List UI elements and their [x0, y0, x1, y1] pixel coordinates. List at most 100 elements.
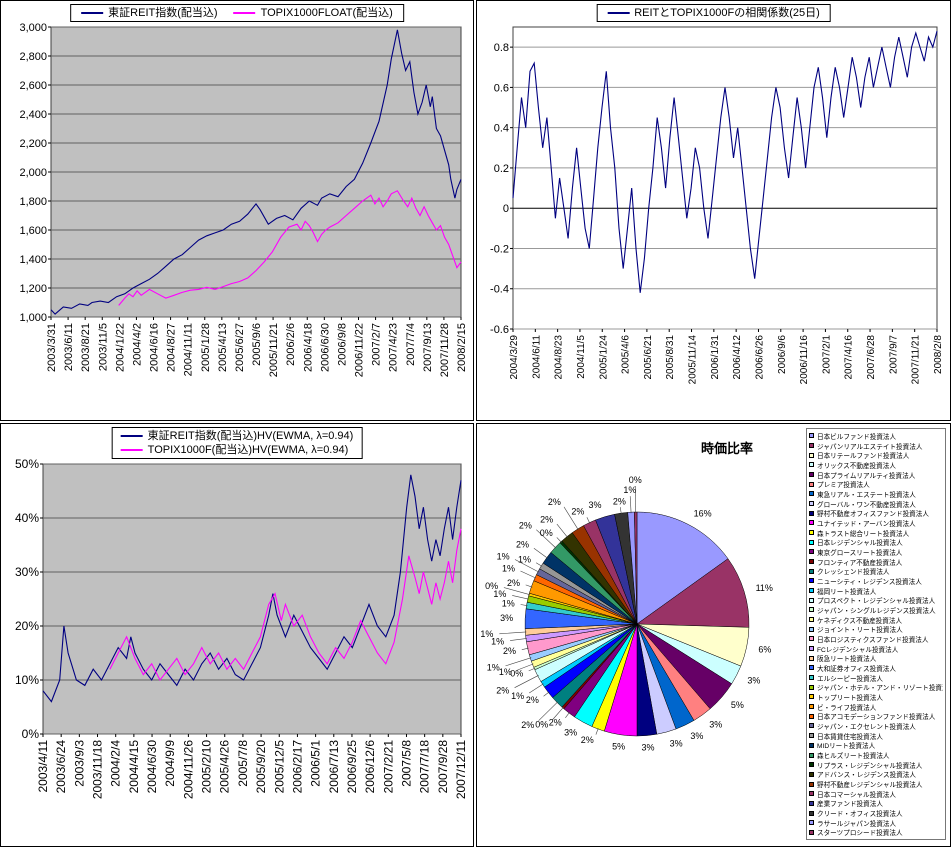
- legend-swatch-icon: [809, 723, 814, 729]
- label-leader-line: [514, 559, 540, 573]
- pie-legend-item: 福岡リート投資法人: [809, 586, 943, 595]
- x-tick-label: 2007/12/11: [454, 740, 468, 799]
- x-tick-label: 2004/2/4: [109, 740, 123, 787]
- plot-area: [42, 463, 462, 735]
- legend-swatch-icon: [809, 684, 814, 690]
- x-tick-label: 2003/6/11: [63, 323, 75, 371]
- pie-slice-label: 2%: [516, 540, 529, 550]
- y-tick-label: -0.6: [490, 324, 509, 336]
- pie-legend-label: ジャパン・ホテル・アンド・リゾート投資法人: [817, 685, 943, 693]
- pie-legend-label: プレミア投資法人: [817, 482, 870, 490]
- y-tick-label: 40%: [15, 511, 39, 525]
- pie-legend-item: ラサールジャパン投資法人: [809, 818, 943, 828]
- legend-swatch-icon: [809, 491, 814, 497]
- legend-swatch-icon: [809, 472, 814, 478]
- x-tick-label: 2007/5/8: [399, 740, 413, 787]
- pie-legend-item: 日本ロジスティクスファンド投資法人: [809, 634, 943, 644]
- reit-line-sample-icon: [81, 12, 104, 14]
- correlation-legend-label: REITとTOPIX1000Fの相関係数(25日): [634, 7, 820, 19]
- x-tick-label: 2006/9/6: [777, 335, 788, 374]
- pie-legend-item: 野村不動産レジデンシャル投資法人: [809, 779, 943, 789]
- legend-swatch-icon: [809, 578, 814, 584]
- legend-swatch-icon: [809, 568, 814, 574]
- volatility-chart: 0% 10% 20% 30% 40% 50% 2003/4/11 2003/6/24 2003/…: [15, 457, 468, 799]
- x-tick-label: 2003/11/5: [97, 323, 109, 371]
- y-tick-label: -0.4: [490, 284, 509, 296]
- reit-legend-label: 東証REIT指数(配当込): [108, 7, 218, 19]
- pie-slice-label: 2%: [519, 521, 532, 531]
- label-leader-line: [586, 517, 591, 524]
- legend-swatch-icon: [809, 559, 814, 565]
- x-tick-label: 2004/11/5: [576, 335, 587, 379]
- y-tick-label: 0.6: [494, 82, 509, 94]
- legend-swatch-icon: [809, 791, 814, 797]
- pie-legend-label: 森トラスト総合リート投資法人: [817, 530, 910, 538]
- legend-swatch-icon: [809, 829, 814, 835]
- pie-legend-item: 日本コマーシャル投資法人: [809, 789, 943, 799]
- label-leader-line: [503, 587, 530, 595]
- pie-slice-label: 2%: [503, 646, 516, 656]
- pie-legend-label: 日本リテールファンド投資法人: [817, 453, 910, 461]
- pie-legend: 日本ビルファンド投資法人 ジャパンリアルエステイト投資法人 日本リテールファンド投資…: [806, 428, 946, 840]
- series-line: [109, 528, 462, 682]
- pie-slice-label: 11%: [756, 583, 773, 593]
- volatility-chart-legend: 東証REIT指数(配当込)HV(EWMA, λ=0.94) TOPIX1000F…: [111, 427, 363, 459]
- y-tick-label: 1,400: [19, 254, 47, 266]
- topix-hv-line-sample-icon: [120, 449, 143, 451]
- x-tick-label: 2004/6/30: [145, 740, 159, 794]
- label-leader-line: [517, 663, 534, 671]
- pie-legend-item: ビ・ライフ投資法人: [809, 702, 943, 711]
- x-tick-label: 2006/9/25: [345, 740, 359, 794]
- y-tick-label: 1,000: [19, 312, 47, 324]
- pie-legend-label: ユナイテッド・アーバン投資法人: [817, 520, 916, 528]
- y-tick-label: 0%: [22, 727, 40, 741]
- x-tick-label: 2006/4/12: [732, 335, 743, 380]
- correlation-chart-panel: REITとTOPIX1000Fの相関係数(25日) -0.6 -0.4 -0.2 0 0…: [476, 0, 951, 421]
- y-tick-label: 20%: [15, 619, 39, 633]
- legend-swatch-icon: [809, 675, 814, 681]
- label-leader-line: [595, 727, 599, 735]
- reit-topix-price-chart: 1,000 1,200 1,400 1,600 1,800 2,000 2,200 2,400…: [19, 22, 468, 377]
- pie-legend-item: 日本リテールファンド投資法人: [809, 450, 943, 460]
- price-chart-panel: 東証REIT指数(配当込) TOPIX1000FLOAT(配当込) 1,000 1…: [0, 0, 474, 421]
- pie-legend-label: ジャパン・エクセレント投資法人: [817, 724, 916, 731]
- x-tick-label: 2006/6/26: [754, 335, 765, 380]
- x-tick-label: 2006/1/31: [710, 335, 721, 380]
- y-tick-label: 0.8: [494, 42, 509, 54]
- reit-hv-line-sample-icon: [120, 435, 143, 437]
- legend-item-correlation: REITとTOPIX1000Fの相関係数(25日): [607, 6, 820, 20]
- label-leader-line: [533, 547, 548, 559]
- pie-legend-item: FCレジデンシャル投資法人: [809, 644, 943, 653]
- legend-item-topix-hv: TOPIX1000F(配当込)HV(EWMA, λ=0.94): [120, 443, 348, 457]
- pie-legend-item: プレミア投資法人: [809, 479, 943, 489]
- pie-legend-label: MIDリート投資法人: [817, 743, 876, 751]
- label-leader-line: [520, 570, 537, 579]
- pie-legend-label: 野村不動産オフィスファンド投資法人: [817, 511, 929, 519]
- x-tick-label: 2006/6/30: [319, 323, 331, 372]
- legend-swatch-icon: [809, 626, 814, 632]
- x-tick-label: 2003/8/21: [80, 323, 92, 372]
- y-tick-label: 3,000: [19, 22, 47, 34]
- market-cap-panel: 時価比率 16% 11% 6% 3% 5% 3% 3% 3% 3% 5% 2% 3% 2% 0% 2% 2% 1…: [476, 423, 951, 847]
- legend-swatch-icon: [809, 694, 814, 700]
- label-leader-line: [536, 529, 557, 549]
- legend-item-topix: TOPIX1000FLOAT(配当込): [233, 6, 393, 20]
- pie-legend-item: リプラス・レジデンシャル投資法人: [809, 760, 943, 770]
- label-leader-line: [529, 683, 544, 694]
- x-tick-label: 2008/2/8: [933, 335, 944, 374]
- x-tick-label: 2006/5/1: [309, 740, 323, 787]
- pie-legend-item: アドバンス・レジデンス投資法人: [809, 770, 943, 779]
- x-tick-label: 2006/2/6: [285, 323, 297, 366]
- x-tick-label: 2003/9/3: [72, 740, 86, 787]
- pie-slice-label: 5%: [731, 700, 744, 710]
- series-line: [42, 474, 462, 703]
- label-leader-line: [563, 506, 579, 530]
- pie-legend-label: 大和証券オフィス投資法人: [817, 665, 896, 673]
- legend-swatch-icon: [809, 462, 814, 468]
- x-tick-label: 2007/7/18: [418, 740, 432, 794]
- x-tick-label: 2006/4/18: [302, 323, 314, 372]
- legend-swatch-icon: [809, 742, 814, 748]
- y-tick-label: 30%: [15, 565, 39, 579]
- x-tick-label: 2006/12/6: [363, 740, 377, 794]
- legend-swatch-icon: [809, 452, 814, 458]
